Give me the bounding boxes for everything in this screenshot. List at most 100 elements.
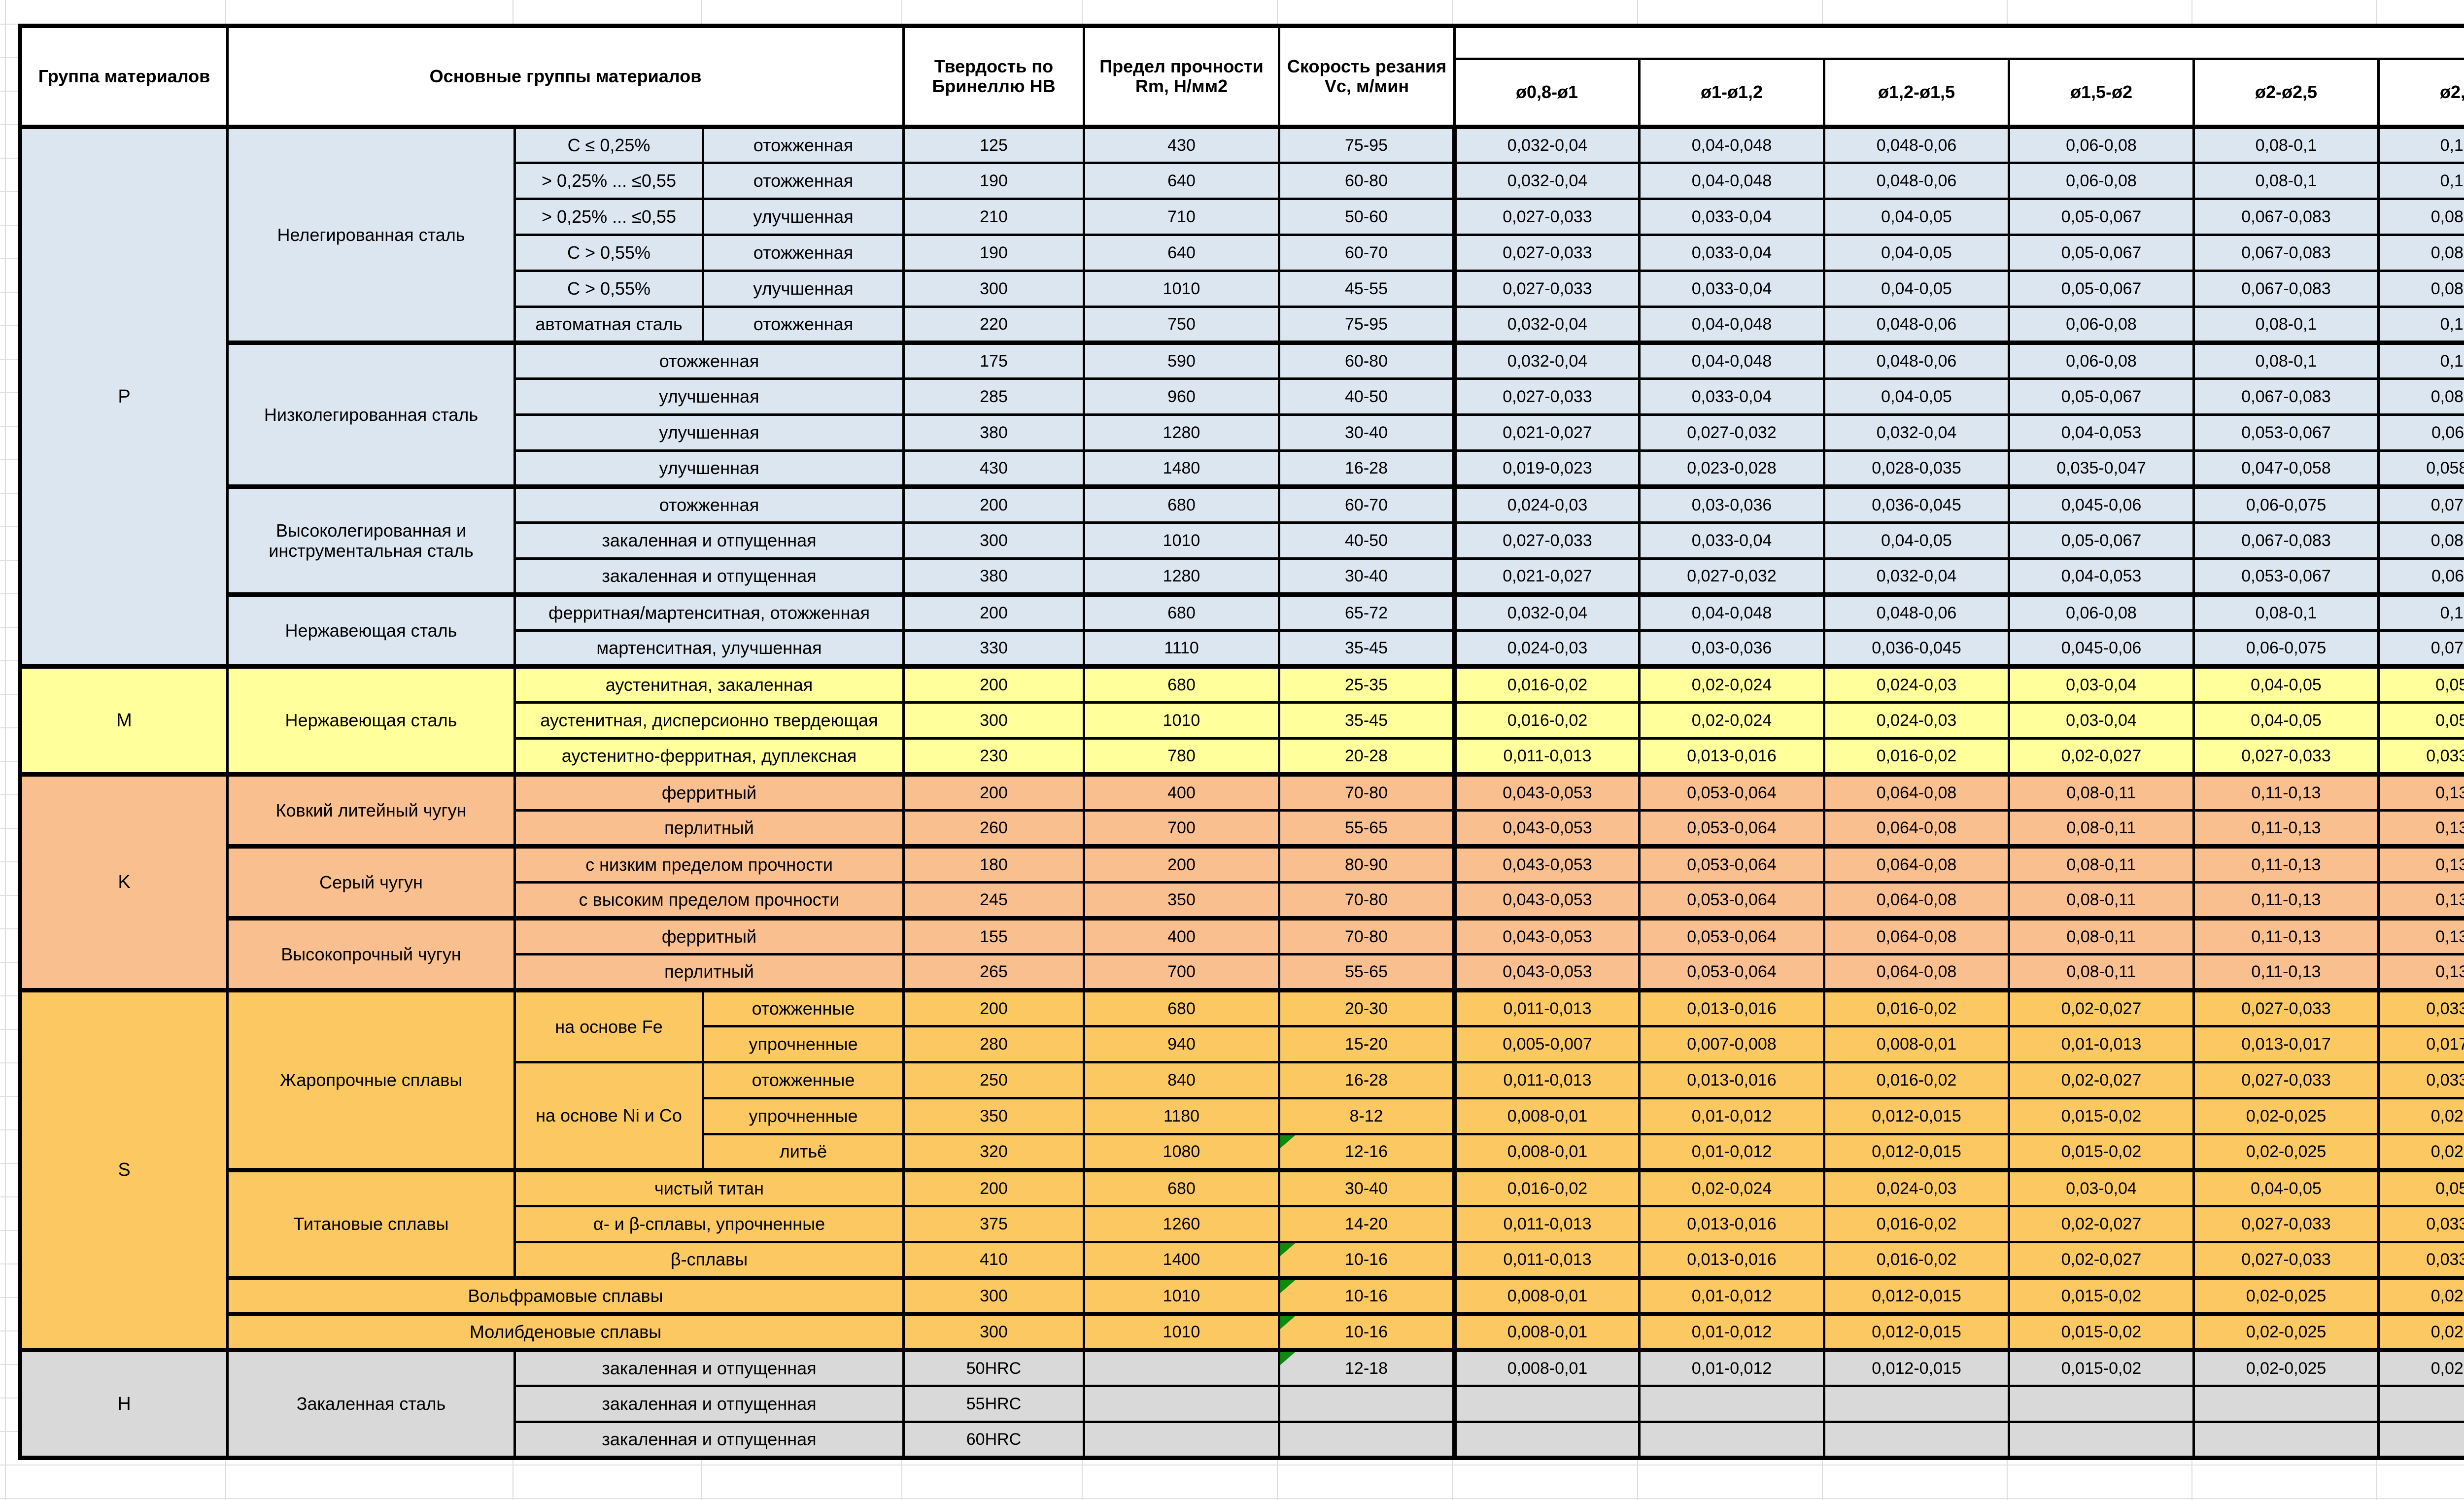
- cutting-speed-vc-cell[interactable]: 35-45: [1278, 629, 1456, 668]
- feed-value-cell[interactable]: 0,05-0,067: [2008, 270, 2195, 308]
- feed-value-cell[interactable]: 0,011-0,013: [1452, 1205, 1641, 1243]
- treatment-cell[interactable]: литьё: [702, 1133, 905, 1171]
- feed-value-cell[interactable]: 0,04-0,05: [1823, 198, 2010, 236]
- feed-value-cell[interactable]: 0,025-0,04: [2377, 1097, 2464, 1135]
- material-condition-cell[interactable]: закаленная и отпущенная: [513, 557, 905, 596]
- cutting-speed-vc-cell[interactable]: 45-55: [1278, 270, 1456, 308]
- feed-value-cell[interactable]: 0,027-0,033: [2192, 1061, 2380, 1099]
- feed-value-cell[interactable]: 0,06-0,08: [2008, 306, 2195, 344]
- feed-value-cell[interactable]: 0,08-0,11: [2008, 953, 2195, 991]
- cutting-speed-vc-cell[interactable]: 70-80: [1278, 772, 1456, 812]
- feed-value-cell[interactable]: 0,083-0,13: [2377, 377, 2464, 416]
- feed-value-cell[interactable]: 0,08-0,11: [2008, 809, 2195, 848]
- feed-value-cell[interactable]: [1452, 1421, 1641, 1459]
- hardness-hb-cell[interactable]: 300: [902, 701, 1085, 740]
- material-condition-cell[interactable]: ферритная/мартенситная, отожженная: [513, 592, 905, 632]
- material-condition-cell[interactable]: мартенситная, улучшенная: [513, 629, 905, 668]
- cutting-speed-vc-cell[interactable]: 12-16: [1278, 1133, 1456, 1171]
- material-family-cell[interactable]: Титановые сплавы: [226, 1168, 516, 1279]
- feed-value-cell[interactable]: 0,05-0,08: [2377, 664, 2464, 704]
- header-strength-rm[interactable]: Предел прочности Rm, Н/мм2: [1083, 25, 1280, 128]
- feed-value-cell[interactable]: 0,032-0,04: [1452, 125, 1641, 164]
- feed-value-cell[interactable]: 0,04-0,048: [1638, 125, 1825, 164]
- feed-value-cell[interactable]: 0,011-0,013: [1452, 737, 1641, 776]
- feed-value-cell[interactable]: 0,075-0,12: [2377, 484, 2464, 524]
- cutting-speed-vc-cell[interactable]: 60-80: [1278, 162, 1456, 200]
- hardness-hb-cell[interactable]: 280: [902, 1025, 1085, 1063]
- hardness-hb-cell[interactable]: 300: [902, 521, 1085, 560]
- feed-value-cell[interactable]: 0,021-0,027: [1452, 557, 1641, 596]
- material-condition-cell[interactable]: улучшенная: [513, 413, 905, 452]
- feed-value-cell[interactable]: 0,067-0,083: [2192, 377, 2380, 416]
- feed-value-cell[interactable]: 0,06-0,075: [2192, 484, 2380, 524]
- cutting-speed-vc-cell[interactable]: 40-50: [1278, 377, 1456, 416]
- feed-value-cell[interactable]: [2008, 1421, 2195, 1459]
- cutting-speed-vc-cell[interactable]: 30-40: [1278, 413, 1456, 452]
- material-family-cell[interactable]: Нержавеющая сталь: [226, 664, 516, 776]
- feed-value-cell[interactable]: 0,032-0,04: [1452, 341, 1641, 380]
- feed-value-cell[interactable]: 0,04-0,053: [2008, 557, 2195, 596]
- feed-value-cell[interactable]: 0,02-0,027: [2008, 737, 2195, 776]
- feed-value-cell[interactable]: 0,08-0,1: [2192, 592, 2380, 632]
- hardness-hb-cell[interactable]: 200: [902, 484, 1085, 524]
- feed-value-cell[interactable]: 0,06-0,08: [2008, 125, 2195, 164]
- strength-rm-cell[interactable]: 840: [1083, 1061, 1280, 1099]
- hardness-hb-cell[interactable]: 300: [902, 1312, 1085, 1351]
- feed-value-cell[interactable]: 0,021-0,027: [1452, 413, 1641, 452]
- feed-value-cell[interactable]: 0,01-0,012: [1638, 1133, 1825, 1171]
- feed-value-cell[interactable]: 0,04-0,05: [2192, 1168, 2380, 1207]
- feed-value-cell[interactable]: 0,08-0,1: [2192, 341, 2380, 380]
- strength-rm-cell[interactable]: 400: [1083, 772, 1280, 812]
- material-condition-cell[interactable]: закаленная и отпущенная: [513, 1348, 905, 1387]
- cutting-speed-vc-cell[interactable]: 60-70: [1278, 484, 1456, 524]
- hardness-hb-cell[interactable]: 220: [902, 306, 1085, 344]
- feed-value-cell[interactable]: 0,032-0,04: [1823, 413, 2010, 452]
- strength-rm-cell[interactable]: [1083, 1421, 1280, 1459]
- feed-value-cell[interactable]: 0,08-0,11: [2008, 916, 2195, 955]
- feed-value-cell[interactable]: 0,11-0,13: [2192, 772, 2380, 812]
- feed-value-cell[interactable]: 0,015-0,02: [2008, 1133, 2195, 1171]
- feed-value-cell[interactable]: [2377, 1385, 2464, 1423]
- strength-rm-cell[interactable]: 1260: [1083, 1205, 1280, 1243]
- feed-value-cell[interactable]: 0,015-0,02: [2008, 1312, 2195, 1351]
- feed-value-cell[interactable]: 0,036-0,045: [1823, 484, 2010, 524]
- feed-value-cell[interactable]: 0,04-0,048: [1638, 341, 1825, 380]
- feed-value-cell[interactable]: 0,008-0,01: [1452, 1348, 1641, 1387]
- feed-value-cell[interactable]: 0,007-0,008: [1638, 1025, 1825, 1063]
- treatment-cell[interactable]: отожженные: [702, 988, 905, 1027]
- cutting-speed-vc-cell[interactable]: 16-28: [1278, 1061, 1456, 1099]
- feed-value-cell[interactable]: 0,048-0,06: [1823, 162, 2010, 200]
- feed-value-cell[interactable]: 0,1-0,16: [2377, 592, 2464, 632]
- feed-value-cell[interactable]: 0,08-0,1: [2192, 306, 2380, 344]
- hardness-hb-cell[interactable]: 380: [902, 413, 1085, 452]
- strength-rm-cell[interactable]: 960: [1083, 377, 1280, 416]
- feed-value-cell[interactable]: 0,015-0,02: [2008, 1348, 2195, 1387]
- strength-rm-cell[interactable]: 1010: [1083, 270, 1280, 308]
- feed-value-cell[interactable]: 0,05-0,08: [2377, 701, 2464, 740]
- feed-value-cell[interactable]: 0,067-0,083: [2192, 521, 2380, 560]
- header-diameter-range[interactable]: ø2-ø2,5: [2192, 58, 2380, 128]
- header-diameter-range[interactable]: ø0,8-ø1: [1453, 58, 1641, 128]
- hardness-hb-cell[interactable]: 50HRC: [902, 1348, 1085, 1387]
- hardness-hb-cell[interactable]: 300: [902, 1276, 1085, 1315]
- feed-value-cell[interactable]: 0,036-0,045: [1823, 629, 2010, 668]
- feed-value-cell[interactable]: 0,032-0,04: [1823, 557, 2010, 596]
- hardness-hb-cell[interactable]: 180: [902, 844, 1085, 884]
- feed-value-cell[interactable]: 0,033-0,053: [2377, 1205, 2464, 1243]
- feed-value-cell[interactable]: 0,083-0,13: [2377, 521, 2464, 560]
- feed-value-cell[interactable]: 0,08-0,11: [2008, 881, 2195, 920]
- feed-value-cell[interactable]: 0,02-0,025: [2192, 1133, 2380, 1171]
- strength-rm-cell[interactable]: 940: [1083, 1025, 1280, 1063]
- material-condition-cell[interactable]: закаленная и отпущенная: [513, 1385, 905, 1423]
- material-family-cell[interactable]: Закаленная сталь: [226, 1348, 516, 1459]
- header-diameter-range[interactable]: ø2,5-ø4: [2377, 58, 2464, 128]
- feed-value-cell[interactable]: 0,016-0,02: [1823, 1241, 2010, 1279]
- hardness-hb-cell[interactable]: 250: [902, 1061, 1085, 1099]
- feed-value-cell[interactable]: 0,01-0,012: [1638, 1348, 1825, 1387]
- feed-value-cell[interactable]: 0,024-0,03: [1823, 701, 2010, 740]
- group-code-cell[interactable]: S: [19, 988, 229, 1351]
- cutting-speed-vc-cell[interactable]: 10-16: [1278, 1241, 1456, 1279]
- treatment-cell[interactable]: отожженная: [702, 162, 905, 200]
- strength-rm-cell[interactable]: 1010: [1083, 521, 1280, 560]
- feed-value-cell[interactable]: 0,064-0,08: [1823, 881, 2010, 920]
